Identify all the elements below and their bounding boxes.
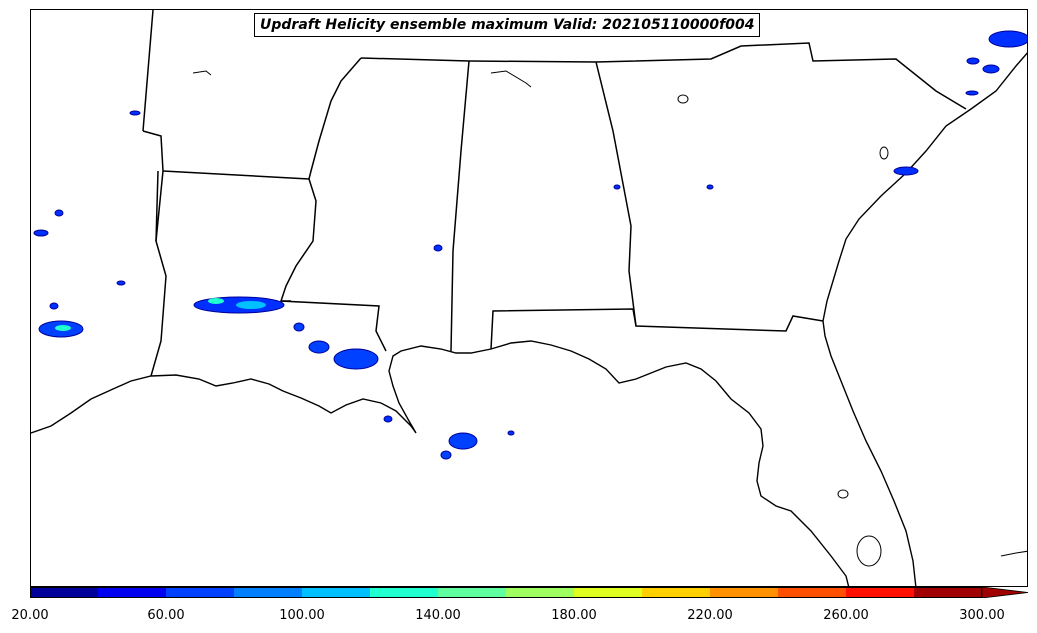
colorbar-segment (914, 587, 982, 598)
colorbar-tick-label: 100.00 (279, 608, 325, 623)
florida-east-coast (822, 52, 1027, 586)
colorbar-segment (642, 587, 710, 598)
colorbar-tick-label: 220.00 (687, 608, 733, 623)
colorbar-outline (30, 587, 982, 598)
colorbar (30, 587, 1029, 598)
colorbar-segment (438, 587, 506, 598)
colorbar-segment (778, 587, 846, 598)
map-panel (30, 9, 1028, 587)
colorbar-segment (846, 587, 914, 598)
colorbar-tick-label: 60.00 (147, 608, 185, 623)
colorbar-segment (98, 587, 166, 598)
colorbar-segment (234, 587, 302, 598)
minor-features (192, 70, 1027, 567)
map-canvas (31, 10, 1027, 586)
colorbar-tick-label: 140.00 (415, 608, 461, 623)
map-title: Updraft Helicity ensemble maximum Valid:… (254, 13, 761, 37)
colorbar-tick-label: 180.00 (551, 608, 597, 623)
colorbar-extend-arrow (981, 587, 1029, 598)
colorbar-segment (574, 587, 642, 598)
colorbar-tick-label: 20.00 (11, 608, 49, 623)
helicity-contours (33, 30, 1027, 460)
colorbar-segment (370, 587, 438, 598)
colorbar-tick-label: 300.00 (959, 608, 1005, 623)
colorbar-segment (30, 587, 98, 598)
state-borders (142, 10, 967, 377)
colorbar-segment (506, 587, 574, 598)
colorbar-tick-label: 260.00 (823, 608, 869, 623)
colorbar-segment (302, 587, 370, 598)
colorbar-segment (166, 587, 234, 598)
colorbar-segment (710, 587, 778, 598)
gulf-coastline (31, 340, 850, 586)
